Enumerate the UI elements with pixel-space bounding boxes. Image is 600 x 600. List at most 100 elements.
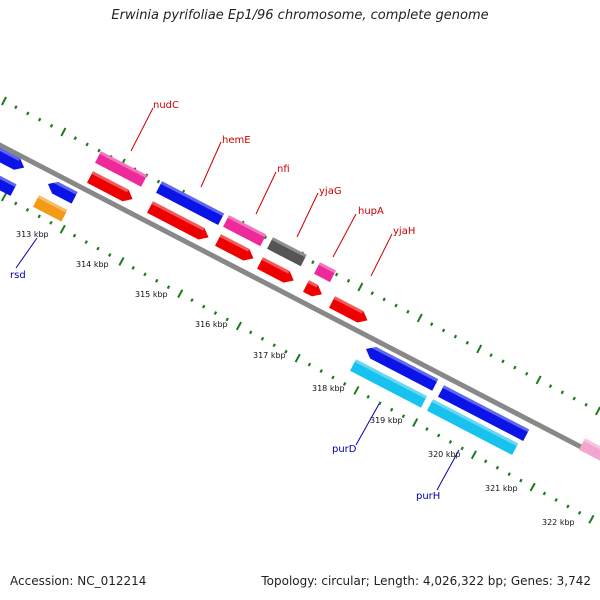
tick-mark xyxy=(235,321,243,331)
tick-mark xyxy=(441,328,446,333)
gene-red-6 xyxy=(329,296,368,323)
scale-label-321: 321 kbp xyxy=(485,484,518,493)
gene-label-heme: hemE xyxy=(222,135,251,146)
gene-red-4 xyxy=(257,257,294,283)
map-title: Erwinia pyrifoliae Ep1/96 chromosome, co… xyxy=(111,8,489,23)
tick-mark xyxy=(389,407,394,412)
tick-mark xyxy=(595,406,600,416)
tick-mark xyxy=(49,220,53,225)
tick-mark xyxy=(588,514,595,524)
tick-mark xyxy=(225,317,229,322)
tick-mark xyxy=(470,450,477,460)
label-leaders xyxy=(15,107,460,491)
tick-mark xyxy=(382,297,386,302)
gene-purh-dir xyxy=(438,385,530,442)
gene-label-purd: purD xyxy=(332,444,357,455)
gene-label-hupa: hupA xyxy=(358,206,384,217)
tick-mark xyxy=(366,394,370,399)
tick-mark xyxy=(535,375,542,385)
tick-mark xyxy=(453,334,458,339)
tick-mark xyxy=(96,246,100,251)
tick-mark xyxy=(37,214,41,219)
gene-purd xyxy=(350,359,427,408)
tick-mark xyxy=(584,402,588,407)
tick-mark xyxy=(85,142,89,147)
tick-mark xyxy=(14,201,18,206)
tick-mark xyxy=(0,192,8,202)
tick-mark xyxy=(25,207,30,212)
tick-mark xyxy=(118,257,125,266)
tick-mark xyxy=(311,260,315,265)
tick-mark xyxy=(213,311,218,315)
tick-mark xyxy=(519,478,523,483)
tick-mark xyxy=(263,235,268,240)
tick-mark xyxy=(342,381,347,386)
tick-mark xyxy=(394,303,398,308)
tick-mark xyxy=(26,111,30,116)
summary-text: Topology: circular; Length: 4,026,322 bp… xyxy=(261,574,591,588)
tick-mark xyxy=(495,465,500,470)
tick-mark xyxy=(334,272,339,277)
tick-mark xyxy=(346,278,351,283)
gene-red-5 xyxy=(303,280,322,297)
tick-mark xyxy=(307,362,312,367)
scale-label-320: 320 kbp xyxy=(428,450,461,459)
tick-mark xyxy=(378,401,382,406)
scale-labels: 313 kbp 314 kbp 315 kbp 316 kbp 317 kbp … xyxy=(16,230,575,527)
gene-purd-dir xyxy=(366,343,439,391)
tick-mark xyxy=(548,384,553,389)
tick-mark xyxy=(97,148,101,153)
tick-mark xyxy=(294,353,301,363)
tick-mark xyxy=(84,240,88,245)
gene-red-2 xyxy=(147,201,209,240)
gene-nudc xyxy=(95,151,148,187)
tick-mark xyxy=(319,369,323,373)
tick-mark xyxy=(542,491,547,496)
gene-label-nudc: nudC xyxy=(153,100,179,111)
scale-label-322: 322 kbp xyxy=(542,518,575,527)
tick-mark xyxy=(59,224,66,234)
tick-rings xyxy=(0,96,600,524)
tick-mark xyxy=(14,105,18,110)
scale-label-319: 319 kbp xyxy=(370,416,403,425)
tick-mark xyxy=(507,472,511,477)
tick-mark xyxy=(156,179,161,184)
gene-red-1 xyxy=(87,171,133,202)
tick-mark xyxy=(201,304,206,309)
gene-yjag xyxy=(267,237,307,267)
genome-backbone xyxy=(0,142,600,460)
tick-mark xyxy=(577,510,582,515)
tick-mark xyxy=(143,272,147,277)
tick-mark xyxy=(260,336,265,341)
tick-mark xyxy=(436,433,441,438)
accession-text: Accession: NC_012214 xyxy=(10,574,147,588)
gene-blue-1 xyxy=(0,146,25,170)
gene-label-yjah: yjaH xyxy=(393,226,415,237)
tick-mark xyxy=(572,396,576,401)
tick-mark xyxy=(566,504,570,509)
tick-mark xyxy=(448,440,453,444)
tick-mark xyxy=(248,330,253,335)
tick-mark xyxy=(49,123,54,128)
tick-mark xyxy=(177,289,184,299)
gene-hupa xyxy=(314,262,336,283)
tick-mark xyxy=(524,371,529,376)
tick-mark xyxy=(401,414,406,419)
gene-orange xyxy=(33,195,68,222)
tick-mark xyxy=(429,322,434,327)
gene-label-purh: purH xyxy=(416,491,440,502)
tick-mark xyxy=(154,278,159,283)
scale-label-315: 315 kbp xyxy=(135,290,168,299)
gene-features xyxy=(0,146,600,464)
tick-mark xyxy=(489,353,493,358)
tick-mark xyxy=(416,313,423,323)
tick-mark xyxy=(554,498,558,502)
scale-label-317: 317 kbp xyxy=(253,351,286,360)
gene-label-rsd: rsd xyxy=(10,270,26,281)
tick-mark xyxy=(272,343,276,348)
scale-label-316: 316 kbp xyxy=(195,320,228,329)
tick-mark xyxy=(501,359,505,364)
tick-mark xyxy=(353,385,360,395)
tick-mark xyxy=(357,282,364,292)
